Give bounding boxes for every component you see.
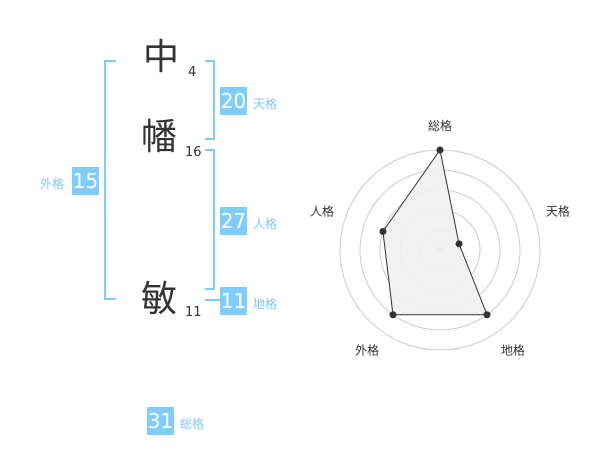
gaikaku-value: 15 — [72, 167, 99, 195]
radar-axis-label: 天格 — [546, 204, 570, 219]
tenkaku-value: 20 — [220, 87, 247, 115]
radar-axis-label: 人格 — [310, 204, 334, 219]
stroke-count-3: 11 — [185, 305, 202, 320]
soukaku-value: 31 — [147, 407, 174, 435]
tenkaku-label: 天格 — [253, 97, 278, 111]
soukaku-label: 総格 — [180, 417, 205, 431]
chikaku-label: 地格 — [253, 297, 278, 311]
radar-axis-label: 地格 — [501, 342, 525, 357]
name-char-3: 敏 — [141, 279, 178, 320]
stroke-count-1: 4 — [188, 65, 197, 80]
radar-axis-label: 総格 — [428, 118, 452, 133]
radar-point — [436, 146, 444, 154]
name-char-2: 幡 — [141, 117, 178, 158]
radar-point — [389, 311, 397, 319]
gaikaku-label: 外格 — [40, 177, 65, 191]
jinkaku-label: 人格 — [253, 217, 278, 231]
jinkaku-value: 27 — [220, 207, 247, 235]
stroke-count-2: 16 — [185, 145, 202, 160]
radar-axis-label: 外格 — [355, 342, 379, 357]
chikaku-value: 11 — [220, 287, 247, 315]
radar-point — [455, 240, 463, 248]
radar-point — [379, 227, 387, 235]
radar-point — [483, 311, 491, 319]
radar-area — [382, 148, 488, 316]
chikaku-connector — [205, 299, 220, 301]
name-char-1: 中 — [143, 37, 180, 78]
